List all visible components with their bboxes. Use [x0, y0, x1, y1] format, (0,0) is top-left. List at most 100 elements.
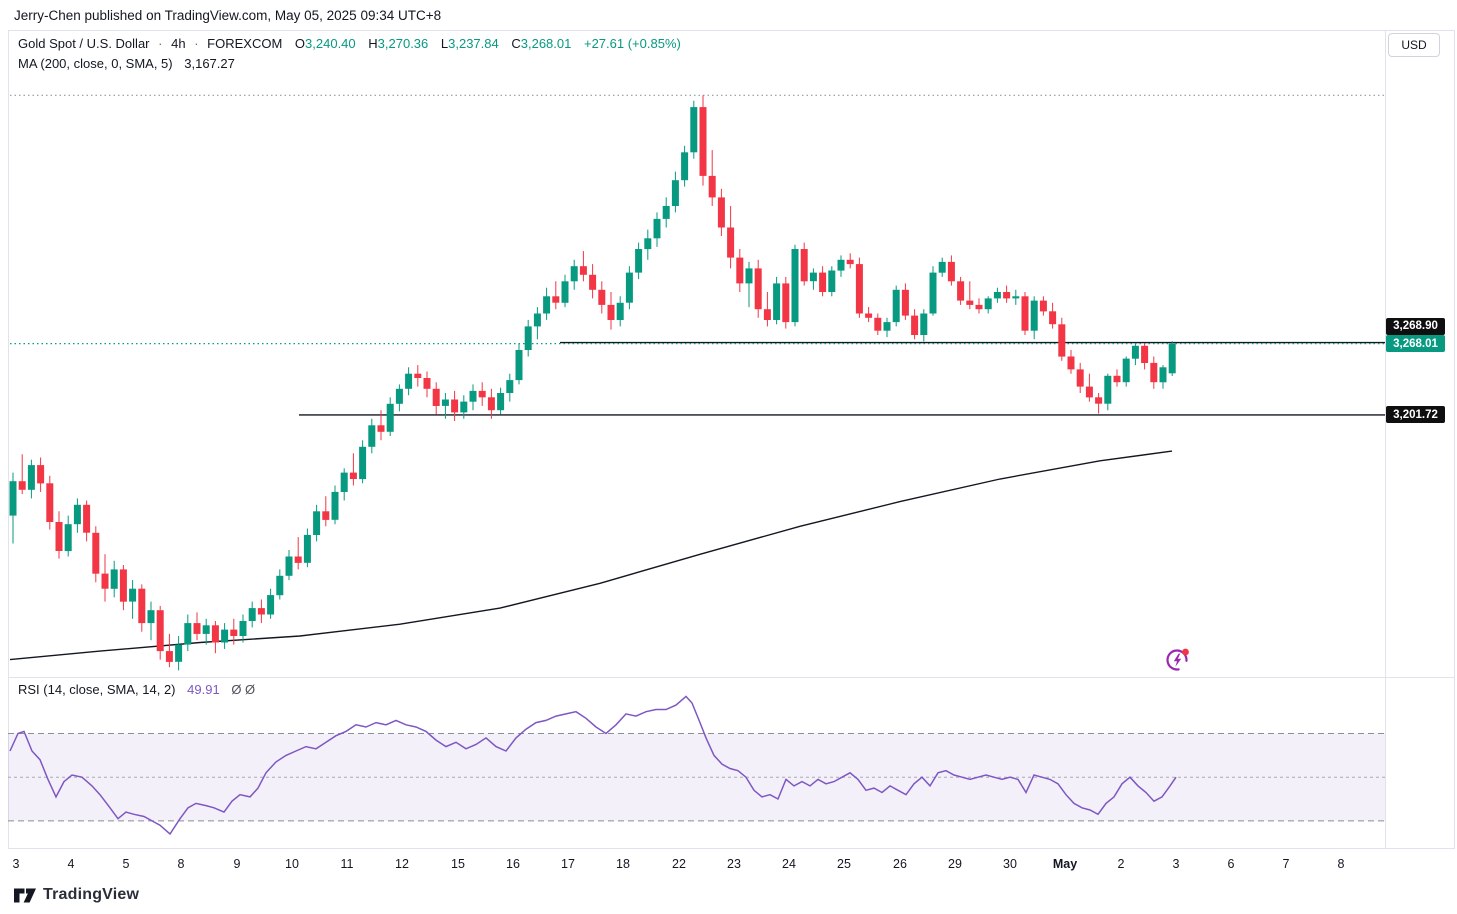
candle — [257, 599, 265, 624]
candle — [1058, 317, 1066, 361]
candle — [1122, 356, 1130, 387]
ma-value: 3,167.27 — [184, 56, 235, 71]
candle — [441, 393, 449, 419]
candle — [966, 281, 974, 310]
rsi-pane-chart[interactable] — [8, 677, 1385, 848]
candle — [221, 623, 229, 649]
time-axis-label-11: 11 — [340, 857, 354, 871]
low-value: 3,237.84 — [448, 36, 499, 51]
candle — [1039, 296, 1047, 316]
candle — [699, 95, 707, 186]
exchange-label: FOREXCOM — [207, 36, 283, 51]
candle — [736, 249, 744, 292]
main-price-chart[interactable] — [8, 30, 1385, 677]
candle — [405, 367, 413, 396]
candle — [644, 229, 652, 260]
candle — [184, 614, 192, 652]
candle — [377, 410, 385, 441]
candle — [165, 633, 173, 668]
candle — [248, 601, 256, 628]
candle — [37, 457, 45, 492]
candle — [681, 145, 689, 187]
candle — [368, 418, 376, 454]
time-scale[interactable]: 3 4 5 8 9 10 11 12 15 16 17 18 22 23 24 25 26 29 30 May 2 3 6 7… — [8, 848, 1455, 881]
price-tag-3201.72: 3,201.72 — [1386, 406, 1445, 424]
candle — [975, 298, 983, 314]
close-label: C — [511, 36, 521, 51]
candle — [1141, 343, 1149, 370]
candle — [497, 387, 505, 415]
change-value: +27.61 (+0.85%) — [583, 36, 681, 51]
candle — [460, 395, 468, 419]
candle — [653, 212, 661, 247]
candle — [911, 309, 919, 340]
candle — [359, 440, 367, 484]
time-axis-label-18: 18 — [616, 857, 630, 871]
candle — [754, 259, 762, 318]
candle — [202, 618, 210, 645]
time-axis-label-3: 3 — [12, 857, 20, 871]
candle — [957, 276, 965, 305]
candle — [717, 188, 725, 237]
candle — [947, 255, 955, 286]
candle — [1076, 362, 1084, 393]
attribution-text: Jerry-Chen published on TradingView.com,… — [14, 8, 442, 23]
time-axis-label-30: 30 — [1003, 857, 1017, 871]
candle — [579, 251, 587, 282]
rsi-hidden-values: Ø Ø — [231, 682, 256, 697]
candle — [478, 382, 486, 406]
candle — [1030, 296, 1038, 340]
candle — [607, 292, 615, 330]
symbol-legend: Gold Spot / U.S. Dollar · 4h · FOREXCOM … — [18, 36, 681, 51]
candle — [349, 453, 357, 486]
candle — [211, 621, 219, 654]
high-label: H — [368, 36, 378, 51]
candle — [386, 397, 394, 436]
candle — [276, 569, 284, 600]
candle — [46, 475, 54, 530]
high-value: 3,270.36 — [377, 36, 429, 51]
candle — [570, 259, 578, 290]
time-axis-label-15: 15 — [451, 857, 465, 871]
price-scale[interactable]: 3,520.003,480.003,440.003,400.003,360.00… — [1386, 30, 1457, 880]
time-axis-label-2: 2 — [1117, 857, 1125, 871]
time-axis-label-3: 3 — [1172, 857, 1180, 871]
interval-label: 4h — [171, 36, 186, 51]
candle — [230, 618, 238, 645]
candle — [938, 257, 946, 277]
candle — [773, 276, 781, 325]
price-tag-3268.01: 3,268.01 — [1386, 335, 1445, 353]
candle — [239, 614, 247, 643]
candle — [313, 504, 321, 542]
candle — [901, 283, 909, 320]
time-axis-label-23: 23 — [727, 857, 741, 871]
candle — [423, 371, 431, 398]
time-axis-label-5: 5 — [122, 857, 130, 871]
candle — [101, 554, 109, 602]
candle — [727, 206, 735, 269]
candle — [506, 373, 514, 402]
time-axis-label-May: May — [1052, 857, 1078, 871]
candle — [1003, 285, 1011, 303]
candle — [303, 528, 311, 568]
currency-button[interactable]: USD — [1388, 33, 1440, 57]
notification-dot — [1182, 648, 1189, 656]
tradingview-branding[interactable]: TradingView — [14, 886, 139, 904]
candle — [138, 584, 146, 632]
candle — [524, 319, 532, 357]
candle — [708, 150, 716, 206]
lightning-replay-icon[interactable] — [1164, 645, 1192, 673]
candle — [690, 100, 698, 159]
pane-separator[interactable] — [8, 677, 1455, 678]
candle — [55, 511, 63, 559]
rsi-line — [9, 695, 1177, 836]
candle — [616, 296, 624, 327]
candle — [892, 285, 900, 327]
time-axis-label-17: 17 — [561, 857, 575, 871]
time-axis-label-26: 26 — [893, 857, 907, 871]
brand-name: TradingView — [43, 886, 140, 903]
candle — [671, 171, 679, 213]
candle — [432, 382, 440, 415]
candle — [92, 526, 100, 583]
